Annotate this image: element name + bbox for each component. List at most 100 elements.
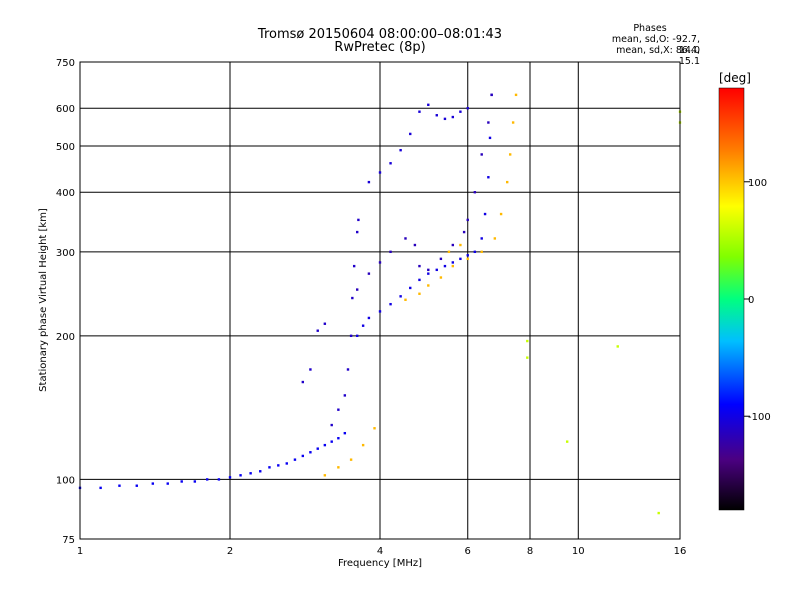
- data-point: [439, 276, 443, 279]
- data-point: [193, 480, 197, 483]
- data-point: [316, 447, 319, 450]
- data-point: [488, 136, 492, 140]
- data-point: [508, 153, 512, 156]
- data-point: [399, 148, 402, 152]
- data-point: [337, 408, 340, 411]
- data-point: [487, 176, 490, 179]
- data-point: [418, 110, 421, 113]
- data-point: [480, 237, 483, 240]
- data-point: [351, 296, 354, 300]
- data-point: [330, 440, 333, 443]
- data-point: [323, 322, 327, 325]
- plot-frame: [79, 61, 681, 540]
- x-tick-label: 8: [527, 546, 533, 557]
- data-point: [355, 334, 359, 338]
- data-point: [404, 298, 407, 301]
- data-point: [330, 423, 333, 427]
- y-tick-label: 400: [56, 188, 75, 199]
- data-point: [466, 257, 469, 261]
- data-point: [357, 218, 360, 222]
- data-point: [349, 334, 353, 338]
- data-point: [228, 476, 232, 479]
- data-point: [323, 443, 327, 447]
- data-point: [301, 380, 305, 384]
- y-tick-label: 600: [56, 104, 75, 115]
- data-point: [309, 368, 312, 371]
- data-point: [316, 329, 319, 332]
- x-tick-label: 10: [572, 546, 585, 557]
- y-tick-label: 75: [62, 535, 75, 546]
- phases-x-stats: mean, sd,X: 86.4, 15.1: [616, 45, 700, 67]
- data-point: [355, 230, 359, 234]
- data-point: [451, 264, 455, 268]
- data-point: [352, 264, 356, 268]
- data-point: [99, 486, 102, 490]
- data-point: [459, 110, 462, 113]
- data-point: [487, 121, 490, 124]
- y-tick-label: 200: [56, 332, 75, 343]
- data-point: [323, 474, 327, 477]
- data-point: [451, 115, 455, 119]
- data-point: [389, 250, 392, 254]
- data-point: [435, 268, 438, 272]
- colorbar-tick-label: -100: [748, 412, 771, 423]
- data-point: [285, 462, 288, 465]
- data-point: [480, 153, 483, 156]
- data-point: [239, 474, 242, 477]
- data-point: [249, 472, 252, 475]
- data-point: [443, 117, 447, 121]
- y-tick-label: 100: [56, 475, 75, 486]
- data-point: [135, 484, 138, 487]
- data-point: [378, 261, 382, 264]
- colorbar-label: [deg]: [719, 71, 751, 85]
- data-point: [118, 484, 121, 487]
- data-point: [459, 257, 462, 261]
- data-point: [480, 250, 483, 254]
- data-point: [268, 466, 271, 469]
- chart-title-line1: Tromsø 20150604 08:00:00–08:01:43: [257, 27, 503, 42]
- data-point: [473, 191, 477, 194]
- data-point: [418, 292, 421, 295]
- data-point: [180, 480, 183, 483]
- data-point: [343, 431, 347, 435]
- x-tick-label: 6: [465, 546, 471, 557]
- data-point: [459, 243, 462, 247]
- data-point: [151, 482, 155, 485]
- data-point: [378, 310, 382, 313]
- data-point: [493, 237, 497, 240]
- data-point: [514, 93, 518, 97]
- data-point: [466, 254, 469, 257]
- data-point: [367, 316, 371, 320]
- data-point: [337, 466, 340, 469]
- colorbar: [718, 87, 745, 511]
- data-point: [413, 243, 417, 247]
- y-tick-label: 750: [56, 58, 75, 69]
- data-point: [205, 478, 209, 481]
- data-point: [404, 237, 407, 240]
- data-point: [367, 272, 371, 275]
- data-point: [166, 482, 169, 485]
- x-axis-ticks: 1 2 4 6 8 10 16: [77, 546, 687, 557]
- data-point: [349, 458, 353, 461]
- colorbar-tick-label: 100: [748, 178, 767, 189]
- data-point: [447, 250, 451, 254]
- data-point: [511, 121, 515, 124]
- data-point: [490, 93, 493, 97]
- x-axis-label: Frequency [MHz]: [338, 558, 422, 569]
- data-point: [451, 243, 455, 247]
- data-point: [439, 257, 443, 261]
- data-point: [427, 284, 430, 287]
- phases-heading: Phases: [633, 23, 667, 34]
- y-tick-label: 500: [56, 142, 75, 153]
- data-point: [473, 250, 477, 254]
- phases-o-stats: mean, sd,O: -92.7, 14.0: [611, 34, 700, 56]
- x-tick-label: 16: [674, 546, 687, 557]
- data-point: [259, 470, 262, 473]
- data-point: [301, 454, 305, 458]
- data-point: [418, 264, 421, 268]
- x-tick-label: 2: [227, 546, 233, 557]
- x-tick-label: 1: [77, 546, 83, 557]
- data-point: [378, 171, 382, 174]
- data-point: [409, 286, 412, 290]
